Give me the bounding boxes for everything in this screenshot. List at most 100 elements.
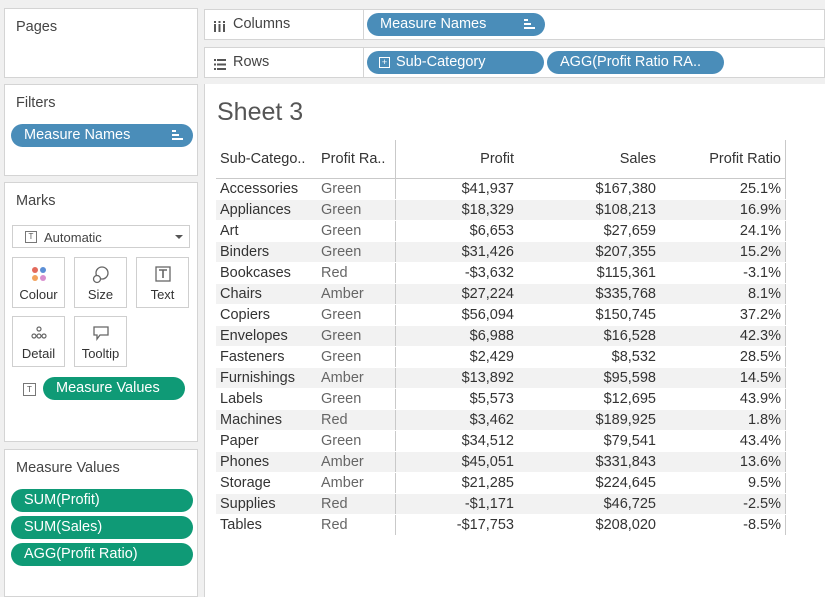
detail-button[interactable]: Detail — [12, 316, 65, 367]
sub-category-cell[interactable]: Binders — [216, 241, 317, 263]
sub-category-cell[interactable]: Phones — [216, 451, 317, 473]
mark-type-dropdown[interactable]: T Automatic — [12, 225, 190, 248]
profit-ratio-cell[interactable]: 9.5% — [660, 472, 786, 494]
sub-category-cell[interactable]: Chairs — [216, 283, 317, 305]
sales-cell[interactable]: $335,768 — [518, 283, 660, 305]
sub-category-cell[interactable]: Tables — [216, 514, 317, 536]
sales-cell[interactable]: $207,355 — [518, 241, 660, 263]
profit-rag-cell[interactable]: Red — [317, 262, 396, 284]
profit-rag-cell[interactable]: Green — [317, 430, 396, 452]
sales-cell[interactable]: $79,541 — [518, 430, 660, 452]
profit-ratio-cell[interactable]: 37.2% — [660, 304, 786, 326]
profit-rag-cell[interactable]: Red — [317, 409, 396, 431]
sum-profit-pill[interactable]: SUM(Profit) — [11, 489, 193, 512]
sales-cell[interactable]: $208,020 — [518, 514, 660, 536]
profit-ratio-cell[interactable]: 43.4% — [660, 430, 786, 452]
profit-rag-cell[interactable]: Green — [317, 199, 396, 221]
rows-shelf[interactable]: Rows + Sub-Category AGG(Profit Ratio RA.. — [204, 47, 825, 78]
sales-cell[interactable]: $8,532 — [518, 346, 660, 368]
profit-rag-cell[interactable]: Green — [317, 241, 396, 263]
sales-cell[interactable]: $115,361 — [518, 262, 660, 284]
profit-cell[interactable]: $2,429 — [395, 346, 518, 368]
profit-cell[interactable]: $56,094 — [395, 304, 518, 326]
sum-sales-pill[interactable]: SUM(Sales) — [11, 516, 193, 539]
sales-cell[interactable]: $331,843 — [518, 451, 660, 473]
colour-button[interactable]: Colour — [12, 257, 65, 308]
profit-cell[interactable]: $3,462 — [395, 409, 518, 431]
sales-cell[interactable]: $224,645 — [518, 472, 660, 494]
rows-profit-ratio-pill[interactable]: AGG(Profit Ratio RA.. — [547, 51, 724, 74]
sub-category-cell[interactable]: Paper — [216, 430, 317, 452]
profit-rag-cell[interactable]: Red — [317, 514, 396, 536]
profit-rag-cell[interactable]: Green — [317, 388, 396, 410]
profit-rag-cell[interactable]: Green — [317, 304, 396, 326]
profit-cell[interactable]: -$1,171 — [395, 493, 518, 515]
profit-cell[interactable]: -$17,753 — [395, 514, 518, 536]
profit-ratio-cell[interactable]: 28.5% — [660, 346, 786, 368]
header-profit-ratio[interactable]: Profit Ratio — [660, 140, 786, 179]
sub-category-cell[interactable]: Machines — [216, 409, 317, 431]
sales-cell[interactable]: $108,213 — [518, 199, 660, 221]
sales-cell[interactable]: $150,745 — [518, 304, 660, 326]
columns-measure-names-pill[interactable]: Measure Names — [367, 13, 545, 36]
sub-category-cell[interactable]: Storage — [216, 472, 317, 494]
profit-rag-cell[interactable]: Green — [317, 325, 396, 347]
profit-rag-cell[interactable]: Red — [317, 493, 396, 515]
sales-cell[interactable]: $95,598 — [518, 367, 660, 389]
sub-category-cell[interactable]: Envelopes — [216, 325, 317, 347]
sub-category-cell[interactable]: Art — [216, 220, 317, 242]
sub-category-cell[interactable]: Labels — [216, 388, 317, 410]
profit-rag-cell[interactable]: Green — [317, 178, 396, 200]
tooltip-button[interactable]: Tooltip — [74, 316, 127, 367]
profit-rag-cell[interactable]: Amber — [317, 472, 396, 494]
size-button[interactable]: Size — [74, 257, 127, 308]
profit-cell[interactable]: $21,285 — [395, 472, 518, 494]
profit-cell[interactable]: $27,224 — [395, 283, 518, 305]
sub-category-cell[interactable]: Furnishings — [216, 367, 317, 389]
sales-cell[interactable]: $27,659 — [518, 220, 660, 242]
header-profit-rag[interactable]: Profit Ra.. — [317, 140, 396, 179]
sales-cell[interactable]: $16,528 — [518, 325, 660, 347]
profit-ratio-cell[interactable]: 24.1% — [660, 220, 786, 242]
sub-category-cell[interactable]: Accessories — [216, 178, 317, 200]
sub-category-cell[interactable]: Fasteners — [216, 346, 317, 368]
profit-cell[interactable]: $45,051 — [395, 451, 518, 473]
sales-cell[interactable]: $167,380 — [518, 178, 660, 200]
profit-rag-cell[interactable]: Green — [317, 346, 396, 368]
header-sales[interactable]: Sales — [518, 140, 660, 179]
profit-ratio-cell[interactable]: -3.1% — [660, 262, 786, 284]
profit-cell[interactable]: $13,892 — [395, 367, 518, 389]
sales-cell[interactable]: $46,725 — [518, 493, 660, 515]
sub-category-cell[interactable]: Copiers — [216, 304, 317, 326]
sales-cell[interactable]: $189,925 — [518, 409, 660, 431]
measure-values-text-pill[interactable]: Measure Values — [43, 377, 185, 400]
sales-cell[interactable]: $12,695 — [518, 388, 660, 410]
rows-sub-category-pill[interactable]: + Sub-Category — [367, 51, 544, 74]
filter-measure-names-pill[interactable]: Measure Names — [11, 124, 193, 147]
profit-cell[interactable]: $5,573 — [395, 388, 518, 410]
profit-ratio-cell[interactable]: 8.1% — [660, 283, 786, 305]
sub-category-cell[interactable]: Appliances — [216, 199, 317, 221]
profit-cell[interactable]: $31,426 — [395, 241, 518, 263]
columns-shelf[interactable]: Columns Measure Names — [204, 9, 825, 40]
profit-ratio-cell[interactable]: 1.8% — [660, 409, 786, 431]
profit-ratio-cell[interactable]: 13.6% — [660, 451, 786, 473]
sub-category-cell[interactable]: Supplies — [216, 493, 317, 515]
profit-ratio-cell[interactable]: -8.5% — [660, 514, 786, 536]
header-sub-category[interactable]: Sub-Catego.. — [216, 140, 317, 179]
profit-rag-cell[interactable]: Amber — [317, 451, 396, 473]
sub-category-cell[interactable]: Bookcases — [216, 262, 317, 284]
profit-rag-cell[interactable]: Amber — [317, 367, 396, 389]
agg-profit-ratio-pill[interactable]: AGG(Profit Ratio) — [11, 543, 193, 566]
profit-cell[interactable]: $18,329 — [395, 199, 518, 221]
profit-ratio-cell[interactable]: 15.2% — [660, 241, 786, 263]
profit-cell[interactable]: $41,937 — [395, 178, 518, 200]
profit-ratio-cell[interactable]: 14.5% — [660, 367, 786, 389]
profit-ratio-cell[interactable]: -2.5% — [660, 493, 786, 515]
profit-ratio-cell[interactable]: 42.3% — [660, 325, 786, 347]
profit-cell[interactable]: $6,988 — [395, 325, 518, 347]
profit-cell[interactable]: $34,512 — [395, 430, 518, 452]
text-button[interactable]: Text — [136, 257, 189, 308]
header-profit[interactable]: Profit — [395, 140, 518, 179]
profit-ratio-cell[interactable]: 43.9% — [660, 388, 786, 410]
